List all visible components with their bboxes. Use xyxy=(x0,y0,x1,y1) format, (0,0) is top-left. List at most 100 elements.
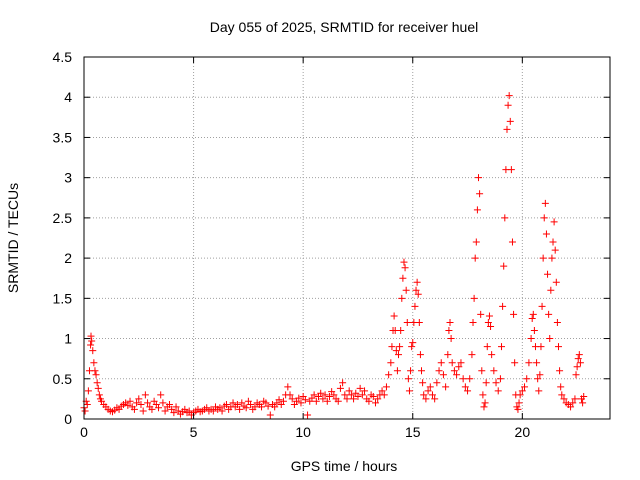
data-point xyxy=(525,359,533,367)
data-point xyxy=(93,379,101,387)
data-point xyxy=(229,399,237,407)
data-point xyxy=(165,401,173,409)
data-point xyxy=(521,383,529,391)
data-point xyxy=(574,355,582,363)
data-point xyxy=(312,397,320,405)
data-point xyxy=(385,371,393,379)
data-point xyxy=(388,343,396,351)
data-point xyxy=(508,238,516,246)
data-point xyxy=(222,401,230,409)
data-point xyxy=(506,117,514,125)
data-point xyxy=(448,359,456,367)
data-point xyxy=(341,391,349,399)
data-point xyxy=(580,392,588,400)
data-point xyxy=(133,399,141,407)
data-point xyxy=(398,294,406,302)
data-point xyxy=(476,190,484,198)
data-point xyxy=(482,379,490,387)
data-point xyxy=(437,359,445,367)
data-point xyxy=(87,341,95,349)
data-point xyxy=(527,335,535,343)
data-point xyxy=(330,391,338,399)
data-point xyxy=(89,347,97,355)
data-point xyxy=(514,405,522,413)
data-point xyxy=(435,367,443,375)
data-point xyxy=(392,347,400,355)
data-point xyxy=(483,343,491,351)
data-point xyxy=(490,367,498,375)
data-point xyxy=(247,401,255,409)
data-point xyxy=(418,367,426,375)
data-point xyxy=(567,403,575,411)
data-point xyxy=(571,395,579,403)
data-point xyxy=(433,379,441,387)
data-point xyxy=(339,379,347,387)
data-point xyxy=(395,351,403,359)
data-point xyxy=(431,395,439,403)
data-point xyxy=(358,391,366,399)
data-point xyxy=(286,391,294,399)
data-point xyxy=(170,409,178,417)
data-point xyxy=(279,397,287,405)
data-point xyxy=(488,351,496,359)
data-point xyxy=(507,166,515,174)
data-point xyxy=(236,405,244,413)
data-point xyxy=(557,383,565,391)
data-point xyxy=(473,206,481,214)
x-tick-label: 5 xyxy=(190,424,198,440)
data-point xyxy=(424,387,432,395)
data-point xyxy=(446,318,454,326)
data-point xyxy=(347,391,355,399)
data-point xyxy=(455,363,463,371)
data-point xyxy=(556,367,564,375)
y-tick-label: 0.5 xyxy=(53,371,73,387)
data-point xyxy=(378,387,386,395)
data-point xyxy=(393,367,401,375)
data-point xyxy=(84,387,92,395)
data-point xyxy=(461,383,469,391)
data-point xyxy=(402,286,410,294)
data-point xyxy=(572,371,580,379)
data-point xyxy=(369,392,377,400)
data-point xyxy=(500,262,508,270)
data-point xyxy=(218,407,226,415)
y-tick-label: 3.5 xyxy=(53,129,73,145)
data-point xyxy=(505,92,513,100)
data-point xyxy=(334,397,342,405)
data-point xyxy=(88,337,96,345)
data-point xyxy=(137,401,145,409)
data-point xyxy=(535,387,543,395)
data-point xyxy=(523,375,531,383)
data-point xyxy=(356,384,364,392)
y-tick-label: 4 xyxy=(64,89,72,105)
data-point xyxy=(536,371,544,379)
data-point xyxy=(560,395,568,403)
data-point xyxy=(499,302,507,310)
data-point xyxy=(284,383,292,391)
data-point xyxy=(397,327,405,335)
data-point xyxy=(157,391,165,399)
data-point xyxy=(510,310,518,318)
data-point xyxy=(275,396,283,404)
axis-ticks: 0 5 10 15 20 0 0.5 1 1.5 2 2.5 3 3.5 4 4.5 xyxy=(53,49,610,440)
data-point xyxy=(139,407,147,415)
data-point xyxy=(534,375,542,383)
data-point xyxy=(90,359,98,367)
data-point xyxy=(496,375,504,383)
data-point xyxy=(172,403,180,411)
data-point xyxy=(413,278,421,286)
data-point xyxy=(492,379,500,387)
data-point xyxy=(81,407,89,415)
data-point xyxy=(545,310,553,318)
data-point xyxy=(546,335,554,343)
data-point xyxy=(544,270,552,278)
data-point xyxy=(478,367,486,375)
data-point xyxy=(295,394,303,402)
data-point xyxy=(548,254,556,262)
data-point xyxy=(304,411,312,419)
x-tick-label: 10 xyxy=(295,424,311,440)
data-point xyxy=(528,314,536,322)
data-point xyxy=(470,294,478,302)
data-point xyxy=(405,387,413,395)
data-point xyxy=(541,199,549,207)
